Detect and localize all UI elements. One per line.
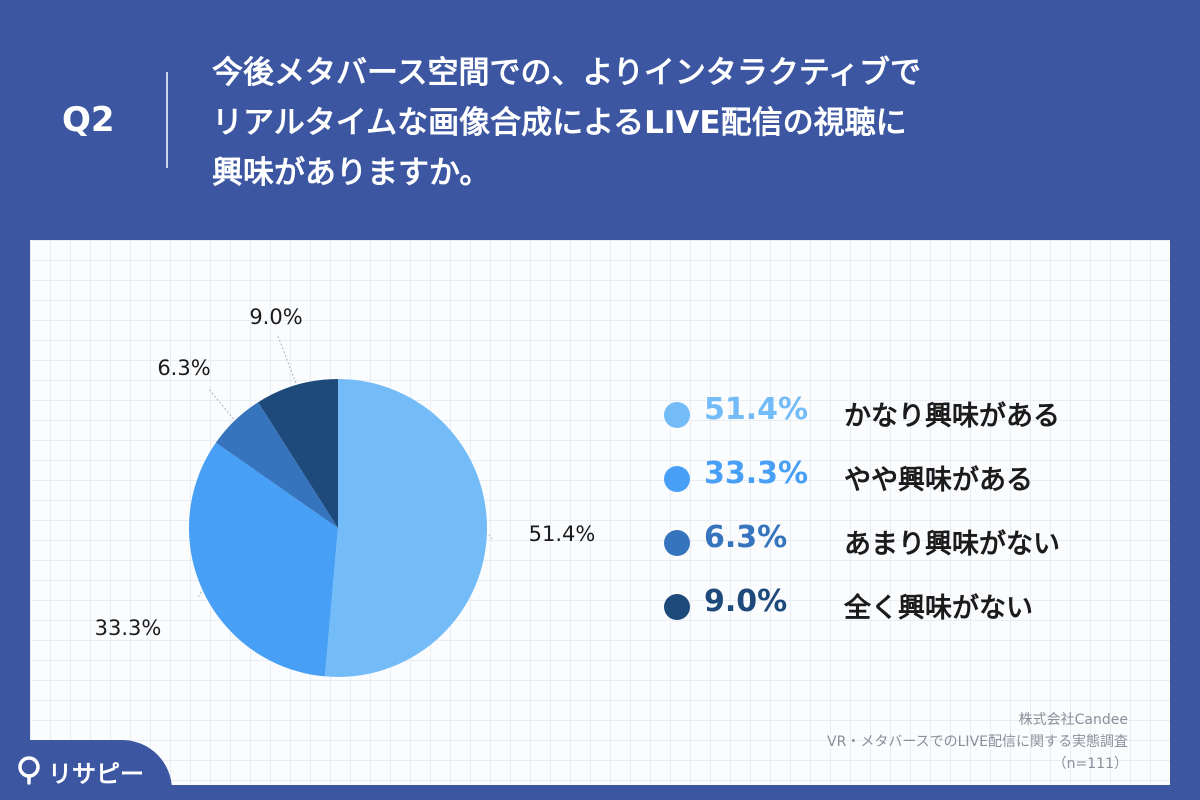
legend-percent: 33.3% — [704, 456, 809, 491]
legend-item: 6.3% あまり興味がない — [664, 518, 1124, 582]
data-label: 33.3% — [95, 616, 162, 640]
legend-label: あまり興味がない — [844, 529, 1060, 560]
legend-label: かなり興味がある — [844, 401, 1060, 432]
legend-label: 全く興味がない — [844, 593, 1033, 624]
brand-logo: リサピー — [0, 740, 172, 800]
source-sample: （n=111） — [1052, 756, 1128, 772]
legend: 51.4% かなり興味がある 33.3% やや興味がある 6.3% あまり興味が… — [664, 390, 1124, 646]
leader-line — [277, 335, 297, 384]
legend-percent: 6.3% — [704, 520, 788, 555]
leader-line — [488, 534, 493, 540]
legend-item: 51.4% かなり興味がある — [664, 390, 1124, 454]
source-note: 株式会社Candee VR・メタバースでのLIVE配信に関する実態調査 （n=1… — [827, 709, 1128, 775]
pin-icon — [18, 756, 40, 785]
question-text: 今後メタバース空間での、よりインタラクティブで リアルタイムな画像合成によるLI… — [212, 48, 1112, 198]
data-label: 51.4% — [529, 522, 596, 546]
legend-dot-icon — [664, 402, 690, 428]
pie-slice — [324, 379, 487, 677]
question-number: Q2 — [62, 100, 115, 140]
source-survey: VR・メタバースでのLIVE配信に関する実態調査 — [827, 734, 1128, 750]
legend-dot-icon — [664, 530, 690, 556]
brand-name: リサピー — [48, 760, 144, 788]
question-header: Q2 今後メタバース空間での、よりインタラクティブで リアルタイムな画像合成によ… — [0, 0, 1200, 240]
pie-slice — [215, 402, 338, 528]
legend-dot-icon — [664, 466, 690, 492]
source-company: 株式会社Candee — [1018, 712, 1128, 728]
legend-label: やや興味がある — [844, 465, 1033, 496]
question-line: 興味がありますか。 — [212, 155, 491, 191]
question-line: 今後メタバース空間での、よりインタラクティブで — [212, 55, 921, 91]
leader-line — [197, 591, 202, 599]
legend-percent: 9.0% — [704, 584, 788, 619]
data-label: 9.0% — [249, 305, 302, 329]
chart-panel: 51.4% 33.3% 6.3% 9.0% 51.4% かなり興味がある 33.3% … — [30, 240, 1170, 785]
header-divider — [166, 72, 168, 168]
legend-item: 33.3% やや興味がある — [664, 454, 1124, 518]
legend-dot-icon — [664, 594, 690, 620]
question-line: リアルタイムな画像合成によるLIVE配信の視聴に — [212, 105, 907, 141]
leader-line — [207, 387, 234, 420]
pie-slice — [188, 442, 338, 677]
pie-chart: 51.4% 33.3% 6.3% 9.0% — [95, 305, 596, 677]
pie-slice — [258, 379, 338, 528]
legend-percent: 51.4% — [704, 392, 809, 427]
data-label: 6.3% — [157, 356, 210, 380]
legend-item: 9.0% 全く興味がない — [664, 582, 1124, 646]
